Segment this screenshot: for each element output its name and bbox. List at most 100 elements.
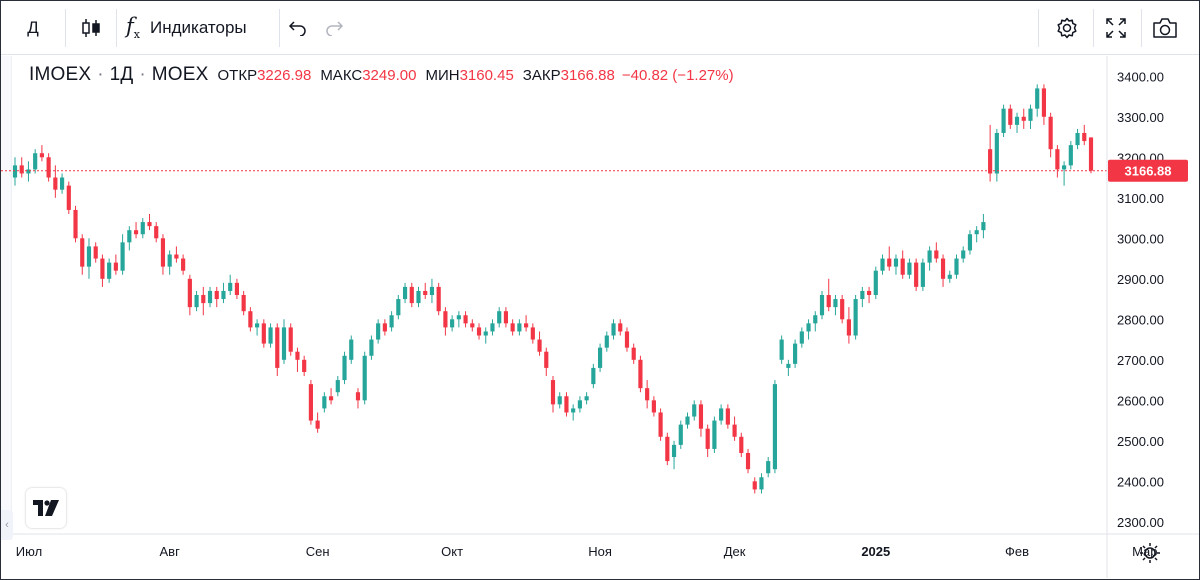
candle-body[interactable] [887, 258, 892, 267]
candle-body[interactable] [1041, 88, 1047, 117]
candle-body[interactable] [846, 319, 851, 336]
candle-body[interactable] [133, 230, 139, 235]
candle-body[interactable] [584, 396, 589, 401]
candle-body[interactable] [766, 461, 771, 474]
candle-body[interactable] [207, 290, 213, 304]
candle-body[interactable] [873, 270, 878, 295]
candle-body[interactable] [362, 355, 367, 401]
candle-body[interactable] [813, 315, 818, 324]
candle-body[interactable] [342, 355, 347, 381]
candle-body[interactable] [154, 226, 159, 239]
candle-body[interactable] [113, 262, 118, 271]
candle-body[interactable] [900, 258, 905, 275]
candle-body[interactable] [954, 258, 959, 275]
candle-body[interactable] [322, 396, 327, 409]
candle-body[interactable] [46, 157, 51, 178]
candle-body[interactable] [860, 290, 865, 300]
candle-body[interactable] [631, 347, 636, 360]
candle-body[interactable] [234, 282, 240, 295]
candle-body[interactable] [826, 295, 831, 308]
candle-body[interactable] [127, 230, 132, 243]
candle-body[interactable] [33, 153, 38, 170]
candle-body[interactable] [658, 412, 663, 437]
candle-body[interactable] [107, 262, 112, 279]
candle-body[interactable] [12, 165, 18, 178]
camera-icon[interactable] [1142, 1, 1188, 55]
candle-body[interactable] [80, 238, 85, 267]
candle-body[interactable] [1048, 116, 1053, 150]
candle-body[interactable] [1082, 132, 1087, 142]
candle-body[interactable] [288, 327, 293, 352]
candle-body[interactable] [725, 408, 730, 425]
candle-body[interactable] [618, 323, 623, 332]
candle-body[interactable] [974, 230, 979, 235]
candle-body[interactable] [100, 258, 105, 279]
candle-body[interactable] [577, 400, 582, 409]
candle-body[interactable] [1062, 165, 1067, 170]
candle-body[interactable] [396, 299, 401, 316]
candle-body[interactable] [416, 290, 421, 304]
candle-body[interactable] [651, 400, 656, 413]
candle-body[interactable] [261, 323, 266, 344]
time-settings-icon[interactable] [1140, 543, 1160, 563]
candle-body[interactable] [752, 481, 757, 490]
price-chart[interactable]: 3400.003300.003200.003100.003000.002900.… [1, 56, 1199, 578]
candle-body[interactable] [772, 384, 778, 470]
candle-body[interactable] [940, 258, 946, 279]
candle-body[interactable] [793, 343, 798, 364]
candle-body[interactable] [490, 323, 495, 332]
candle-body[interactable] [967, 234, 973, 251]
tradingview-logo[interactable] [26, 488, 66, 528]
candle-body[interactable] [436, 286, 441, 312]
candle-body[interactable] [557, 396, 562, 405]
candle-body[interactable] [705, 428, 710, 449]
candle-body[interactable] [1088, 137, 1094, 171]
settings-icon[interactable] [1045, 1, 1089, 55]
symbol-name[interactable]: IMOEX [29, 64, 92, 85]
candle-body[interactable] [739, 436, 744, 453]
candle-body[interactable] [1035, 88, 1040, 109]
candle-body[interactable] [120, 242, 125, 271]
candle-body[interactable] [241, 295, 246, 312]
indicators-button[interactable]: fx Индикаторы [126, 1, 276, 55]
candle-body[interactable] [174, 254, 179, 259]
candle-body[interactable] [369, 339, 374, 356]
candle-body[interactable] [866, 290, 872, 295]
candle-body[interactable] [779, 339, 784, 360]
candle-body[interactable] [1014, 116, 1020, 125]
candle-body[interactable] [927, 250, 932, 263]
candle-body[interactable] [853, 299, 858, 336]
candle-body[interactable] [1068, 145, 1073, 166]
candle-body[interactable] [275, 327, 280, 368]
candle-body[interactable] [907, 262, 912, 275]
candle-body[interactable] [483, 331, 488, 336]
candle-body[interactable] [611, 323, 616, 336]
candle-body[interactable] [988, 149, 993, 174]
redo-icon[interactable] [321, 1, 347, 55]
candle-body[interactable] [947, 274, 952, 279]
candle-body[interactable] [73, 209, 78, 239]
candle-body[interactable] [698, 404, 704, 429]
candle-body[interactable] [530, 327, 535, 340]
candle-body[interactable] [66, 185, 71, 210]
candle-body[interactable] [147, 222, 152, 227]
candle-body[interactable] [759, 477, 764, 490]
candle-body[interactable] [456, 315, 461, 320]
candle-body[interactable] [19, 165, 24, 174]
candle-body[interactable] [214, 290, 219, 300]
scroll-left-handle[interactable]: ‹ [1, 510, 13, 540]
candle-body[interactable] [248, 311, 253, 328]
candle-body[interactable] [443, 311, 448, 328]
candle-body[interactable] [571, 408, 576, 413]
candle-body[interactable] [510, 323, 515, 332]
fullscreen-icon[interactable] [1094, 1, 1138, 55]
candle-body[interactable] [550, 380, 556, 405]
candle-body[interactable] [349, 339, 354, 360]
candle-body[interactable] [476, 327, 482, 336]
candle-body[interactable] [160, 238, 166, 267]
candle-body[interactable] [450, 319, 455, 328]
candle-body[interactable] [799, 331, 804, 344]
candle-body[interactable] [1055, 149, 1060, 170]
candle-body[interactable] [328, 396, 334, 401]
candle-body[interactable] [537, 339, 542, 352]
